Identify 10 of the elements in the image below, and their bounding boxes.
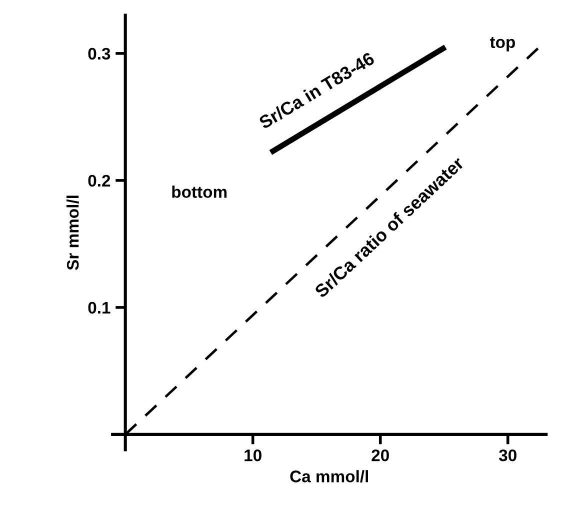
- y-tick-label: 0.2: [88, 174, 110, 187]
- x-tick-label: 30: [498, 449, 516, 462]
- x-tick-label: 20: [372, 449, 389, 462]
- annotation: top: [490, 37, 515, 52]
- x-axis-title: Ca mmol/l: [290, 470, 368, 483]
- y-axis-title: Sr mmol/l: [66, 196, 79, 270]
- x-tick-label: 10: [244, 449, 262, 462]
- annotation: bottom: [172, 186, 227, 198]
- y-tick-label: 0.3: [88, 48, 110, 60]
- y-tick-label: 0.1: [88, 302, 110, 314]
